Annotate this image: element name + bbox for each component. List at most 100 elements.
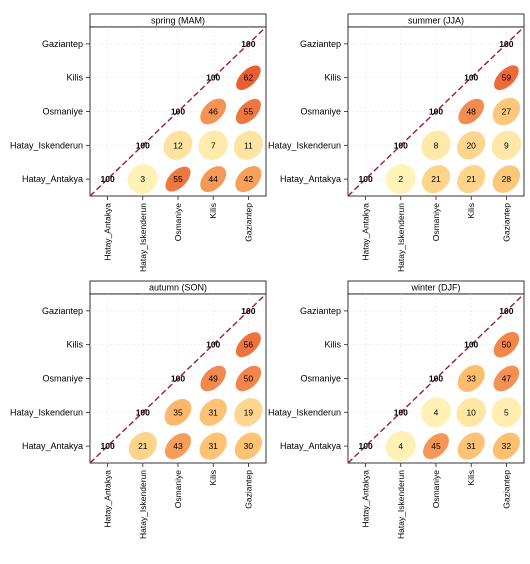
correlation-ellipse — [200, 365, 226, 392]
value-label: 44 — [208, 174, 218, 184]
row-label: Hatay_Antakya — [280, 441, 341, 451]
value-label: 32 — [502, 441, 512, 451]
value-label: 47 — [502, 374, 512, 384]
correlation-ellipse — [423, 433, 449, 460]
correlation-ellipse — [235, 166, 262, 193]
correlation-ellipse — [457, 165, 486, 194]
column-label: Osmaniye — [431, 470, 441, 509]
correlation-ellipse — [457, 131, 486, 160]
column-label: Hatay_Antakya — [361, 470, 371, 528]
correlation-panel: winter (DJF) 100 100 50 100 33 47 100 4 10 5 100 4 45… — [268, 280, 525, 539]
diagonal-value-label: 100 — [136, 140, 150, 150]
column-label: Kilis — [208, 470, 218, 486]
correlation-ellipse — [457, 365, 485, 392]
value-label: 7 — [211, 140, 216, 150]
row-label: Hatay_Antakya — [22, 174, 83, 184]
diagonal-value-label: 100 — [359, 174, 373, 184]
correlation-ellipse — [491, 130, 522, 160]
column-label: Kilis — [208, 203, 218, 219]
row-label: Kilis — [66, 340, 83, 350]
correlation-ellipse — [235, 332, 261, 358]
column-label: Gaziantep — [501, 203, 511, 242]
value-label: 20 — [466, 140, 476, 150]
correlation-ellipse — [492, 432, 520, 460]
diagonal-value-label: 100 — [499, 39, 513, 49]
diagonal-line — [347, 26, 525, 197]
diagonal-value-label: 100 — [241, 306, 255, 316]
correlation-panel: summer (JJA) 100 100 59 100 48 27 100 8 20 9 100 2 21… — [268, 13, 525, 272]
correlation-ellipse — [493, 331, 520, 358]
column-label: Hatay_Antakya — [103, 203, 113, 261]
column-label: Hatay_Iskenderun — [138, 470, 148, 539]
correlation-ellipse — [198, 130, 228, 161]
row-label: Gaziantep — [300, 306, 341, 316]
value-label: 21 — [466, 174, 476, 184]
value-label: 9 — [504, 140, 509, 150]
correlation-ellipse — [236, 65, 261, 90]
row-label: Gaziantep — [42, 39, 83, 49]
correlation-ellipse — [385, 164, 416, 195]
row-label: Osmaniye — [42, 107, 83, 117]
value-label: 5 — [504, 407, 509, 417]
column-label: Hatay_Iskenderun — [138, 203, 148, 272]
correlation-ellipse — [127, 164, 158, 195]
row-label: Hatay_Iskenderun — [10, 407, 83, 417]
correlation-ellipse — [199, 398, 227, 426]
diagonal-value-label: 100 — [359, 441, 373, 451]
correlation-ellipse — [163, 130, 193, 160]
value-label: 10 — [466, 407, 476, 417]
column-label: Osmaniye — [173, 203, 183, 242]
row-label: Hatay_Iskenderun — [10, 140, 83, 150]
value-label: 4 — [434, 407, 439, 417]
diagonal-value-label: 100 — [429, 107, 443, 117]
correlation-panel: spring (MAM) 100 100 62 100 46 55 100 12 7 11 100 3 5… — [10, 13, 267, 272]
correlation-ellipse — [164, 433, 192, 460]
diagonal-value-label: 100 — [206, 73, 220, 83]
correlation-ellipse — [492, 165, 521, 193]
correlation-ellipse — [493, 365, 520, 392]
column-label: Hatay_Antakya — [361, 203, 371, 261]
row-label: Osmaniye — [300, 107, 341, 117]
column-label: Osmaniye — [173, 470, 183, 509]
value-label: 50 — [502, 340, 512, 350]
diagonal-value-label: 100 — [101, 174, 115, 184]
correlation-ellipse — [491, 397, 522, 428]
row-label: Gaziantep — [300, 39, 341, 49]
diagonal-value-label: 100 — [464, 340, 478, 350]
correlation-ellipse — [128, 432, 157, 461]
diagonal-value-label: 100 — [394, 407, 408, 417]
value-label: 33 — [466, 374, 476, 384]
correlation-ellipse — [199, 432, 227, 460]
value-label: 19 — [244, 407, 254, 417]
value-label: 31 — [466, 441, 476, 451]
diagonal-line — [347, 293, 525, 464]
correlation-panel: autumn (SON) 100 100 56 100 49 50 100 35 31 19 100 2… — [10, 280, 267, 539]
row-label: Kilis — [324, 340, 341, 350]
diagonal-value-label: 100 — [136, 407, 150, 417]
value-label: 3 — [140, 174, 145, 184]
correlation-ellipse — [235, 365, 262, 392]
diagonal-value-label: 100 — [171, 107, 185, 117]
column-label: Gaziantep — [501, 470, 511, 509]
row-label: Kilis — [66, 73, 83, 83]
row-label: Gaziantep — [42, 306, 83, 316]
value-label: 45 — [431, 441, 441, 451]
diagonal-value-label: 100 — [394, 140, 408, 150]
correlation-ellipse — [235, 98, 261, 125]
row-label: Osmaniye — [300, 374, 341, 384]
row-label: Kilis — [324, 73, 341, 83]
correlation-ellipse — [492, 97, 521, 126]
column-label: Kilis — [466, 203, 476, 219]
column-label: Hatay_Iskenderun — [396, 470, 406, 539]
value-label: 31 — [208, 441, 218, 451]
correlation-ellipse — [234, 398, 263, 427]
column-label: Gaziantep — [243, 470, 253, 509]
value-label: 21 — [138, 441, 148, 451]
diagonal-line — [89, 26, 267, 197]
value-label: 31 — [208, 407, 218, 417]
diagonal-value-label: 100 — [206, 340, 220, 350]
correlation-ellipse — [200, 166, 227, 193]
correlation-ellipse — [494, 65, 519, 91]
correlation-ellipse — [458, 98, 485, 125]
